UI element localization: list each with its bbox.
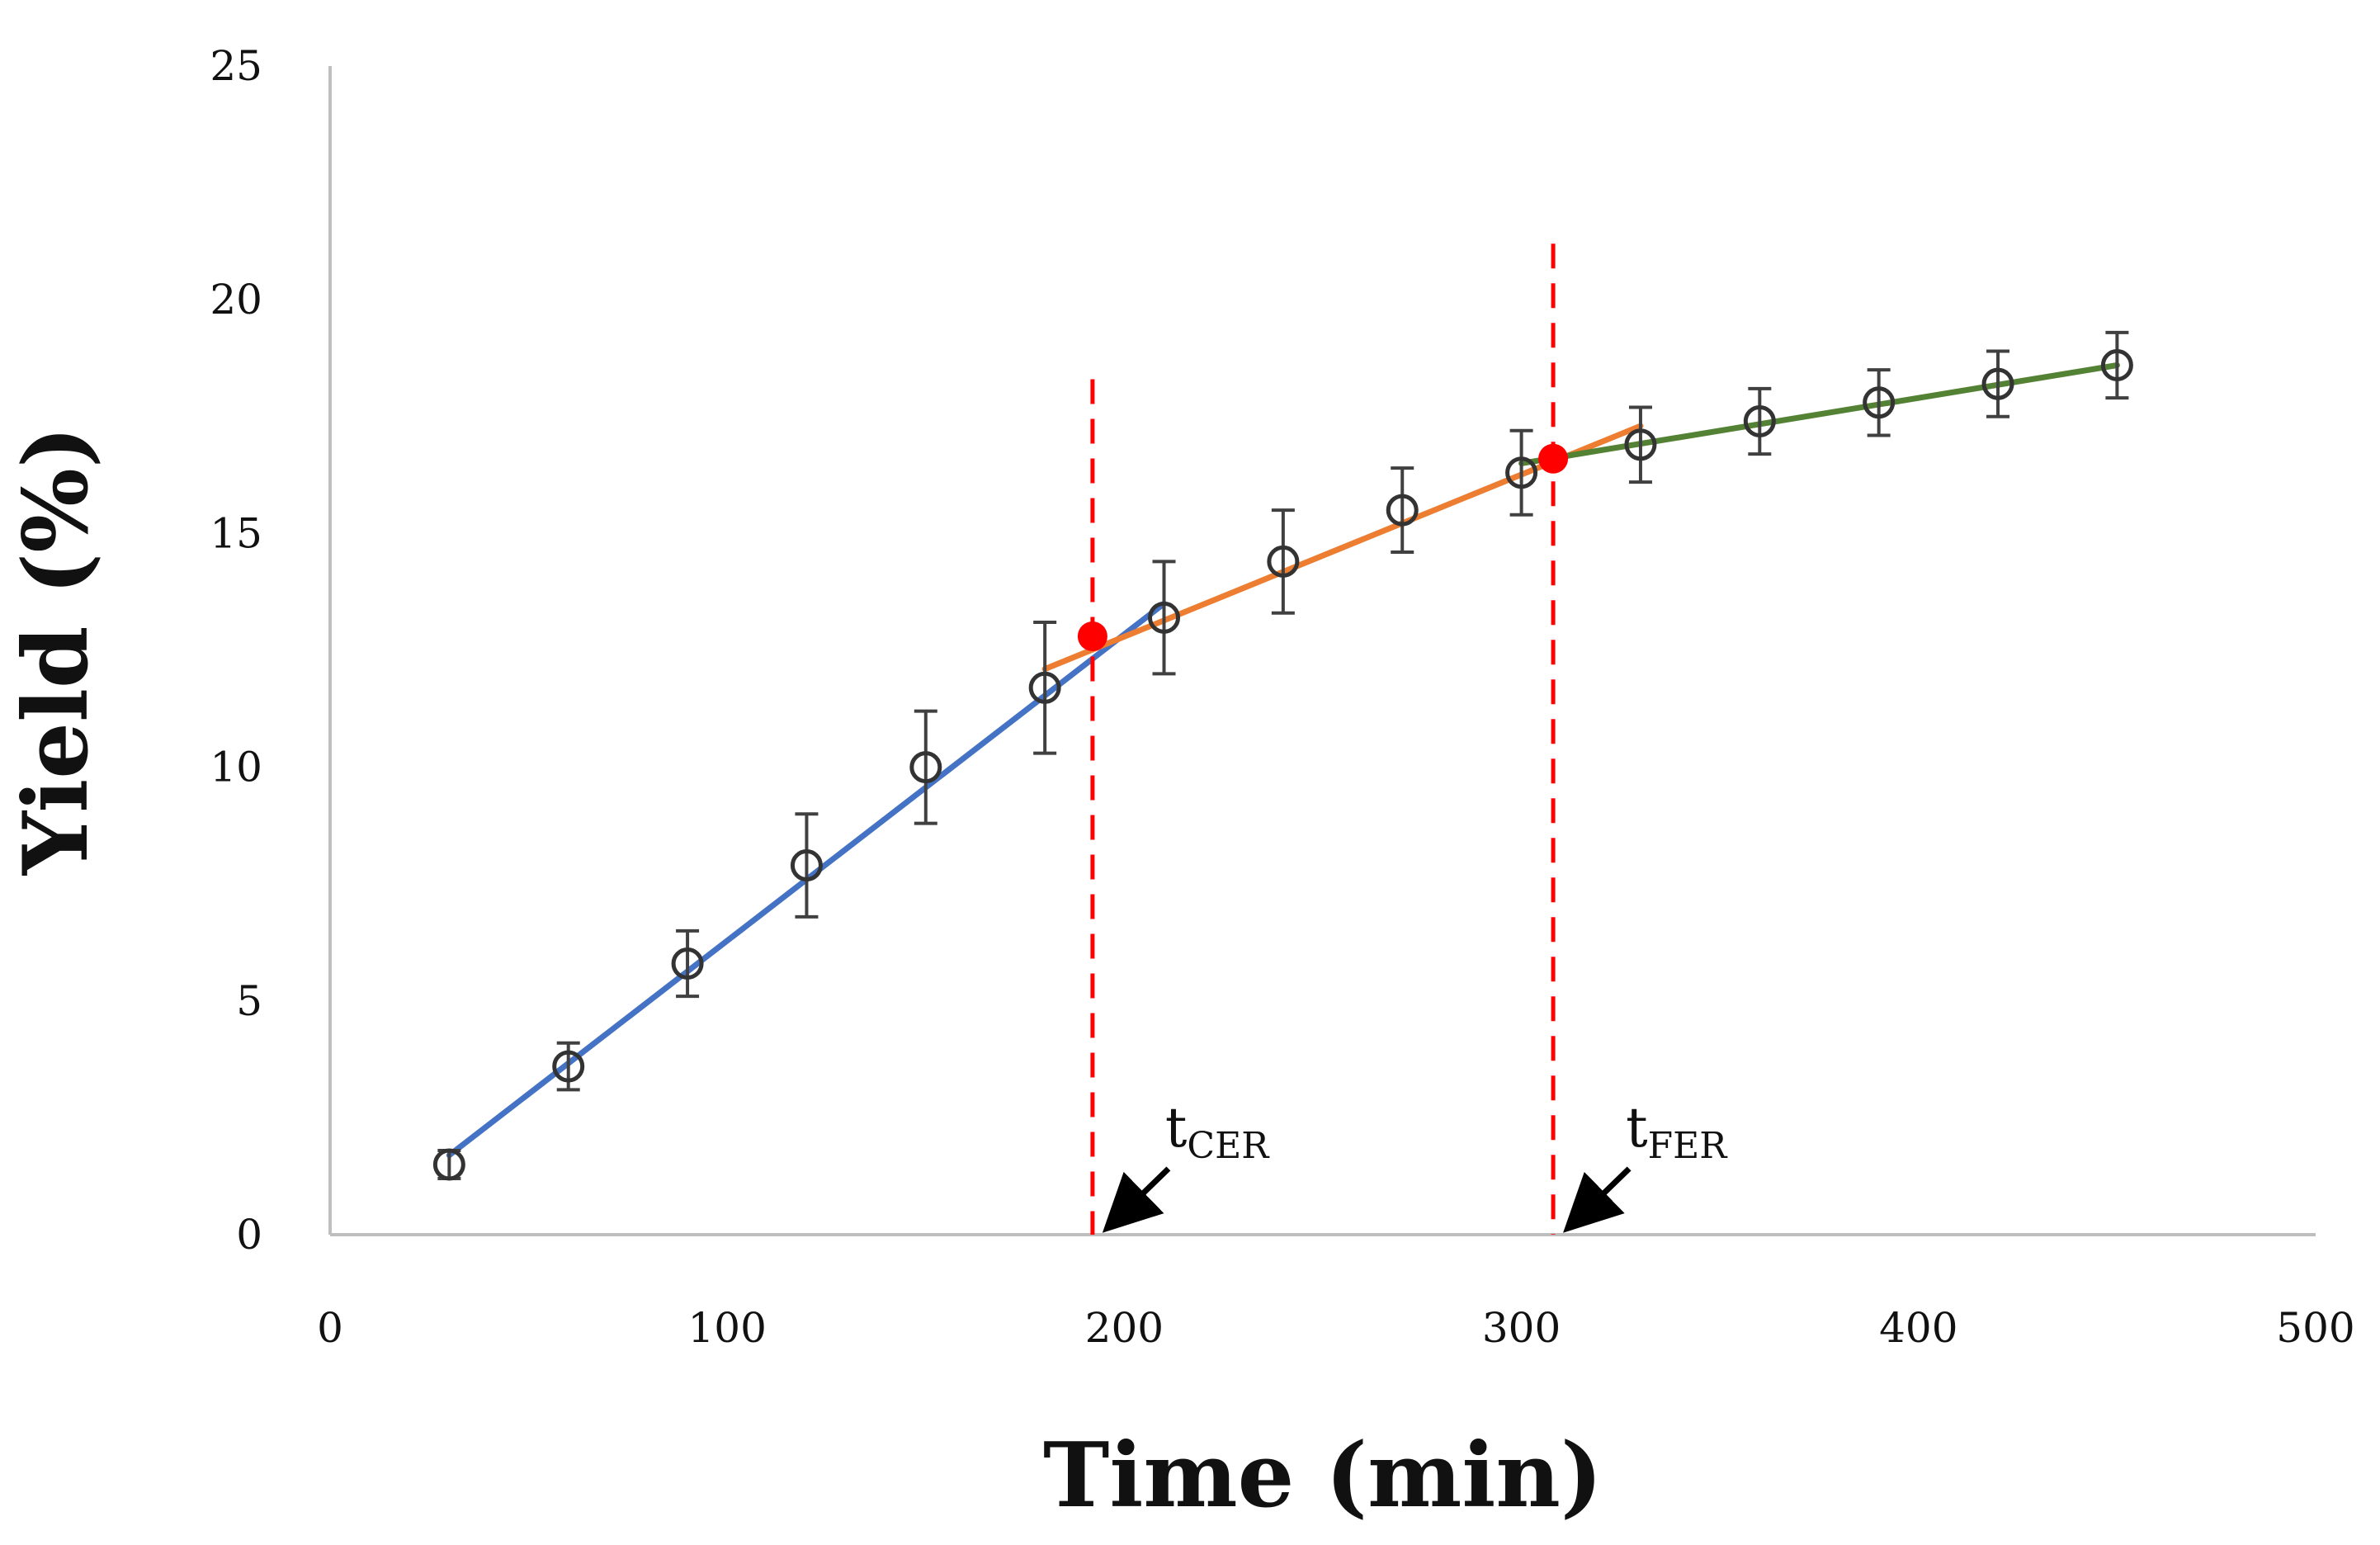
error-bar [1509,428,1533,517]
error-bar [914,709,937,825]
data-point [1743,404,1776,437]
data-point [432,1148,465,1181]
x-tick-label: 400 [1879,1304,1957,1352]
x-tick-label: 200 [1085,1304,1164,1352]
annotation-arrow [1563,1166,1632,1233]
data-point [1505,456,1538,489]
x-tick-label: 300 [1482,1304,1561,1352]
error-bar [2105,330,2129,400]
data-point [909,751,942,784]
error-bar [1271,508,1295,615]
y-tick-label: 0 [236,1211,262,1259]
annotation-arrow [1102,1166,1171,1233]
y-axis-title: Yield (%) [4,426,108,876]
y-tick-label: 10 [210,744,262,791]
x-tick-label: 100 [687,1304,766,1352]
data-point [790,849,823,882]
annotation-label-fer: tFER [1626,1096,1728,1167]
data-point [1863,386,1896,419]
y-tick-label: 20 [210,276,262,324]
error-bar [1867,368,1891,437]
y-tick-label: 15 [210,509,262,557]
y-tick-label: 5 [236,977,262,1025]
error-bar [1391,466,1414,555]
data-point [552,1050,585,1083]
annotation-label-cer: tCER [1165,1096,1270,1167]
data-point [671,947,704,980]
data-point [1981,367,2014,400]
transition-point [1538,443,1569,474]
x-axis-title: Time (min) [1043,1424,1603,1528]
annotation-main: t [1165,1096,1188,1160]
error-bar [1033,621,1057,755]
error-bar [676,928,700,999]
transition-point [1077,621,1107,652]
data-point [1148,601,1181,634]
annotation-subscript: CER [1187,1125,1270,1167]
y-tick-label: 25 [210,42,262,90]
error-bar [795,812,819,919]
annotation-main: t [1626,1096,1648,1160]
error-bar [1628,405,1652,484]
data-point [2100,348,2133,381]
fit-line-dc [1518,361,2120,466]
error-bar [1986,349,2010,418]
x-tick-label: 500 [2276,1304,2354,1352]
data-point [1386,494,1419,527]
x-tick-label: 0 [317,1304,343,1352]
error-bar [1152,560,1176,676]
data-point [1028,671,1061,704]
data-point [1267,545,1300,578]
annotation-subscript: FER [1648,1125,1729,1167]
data-point [1624,428,1657,461]
error-bar [1748,386,1772,456]
